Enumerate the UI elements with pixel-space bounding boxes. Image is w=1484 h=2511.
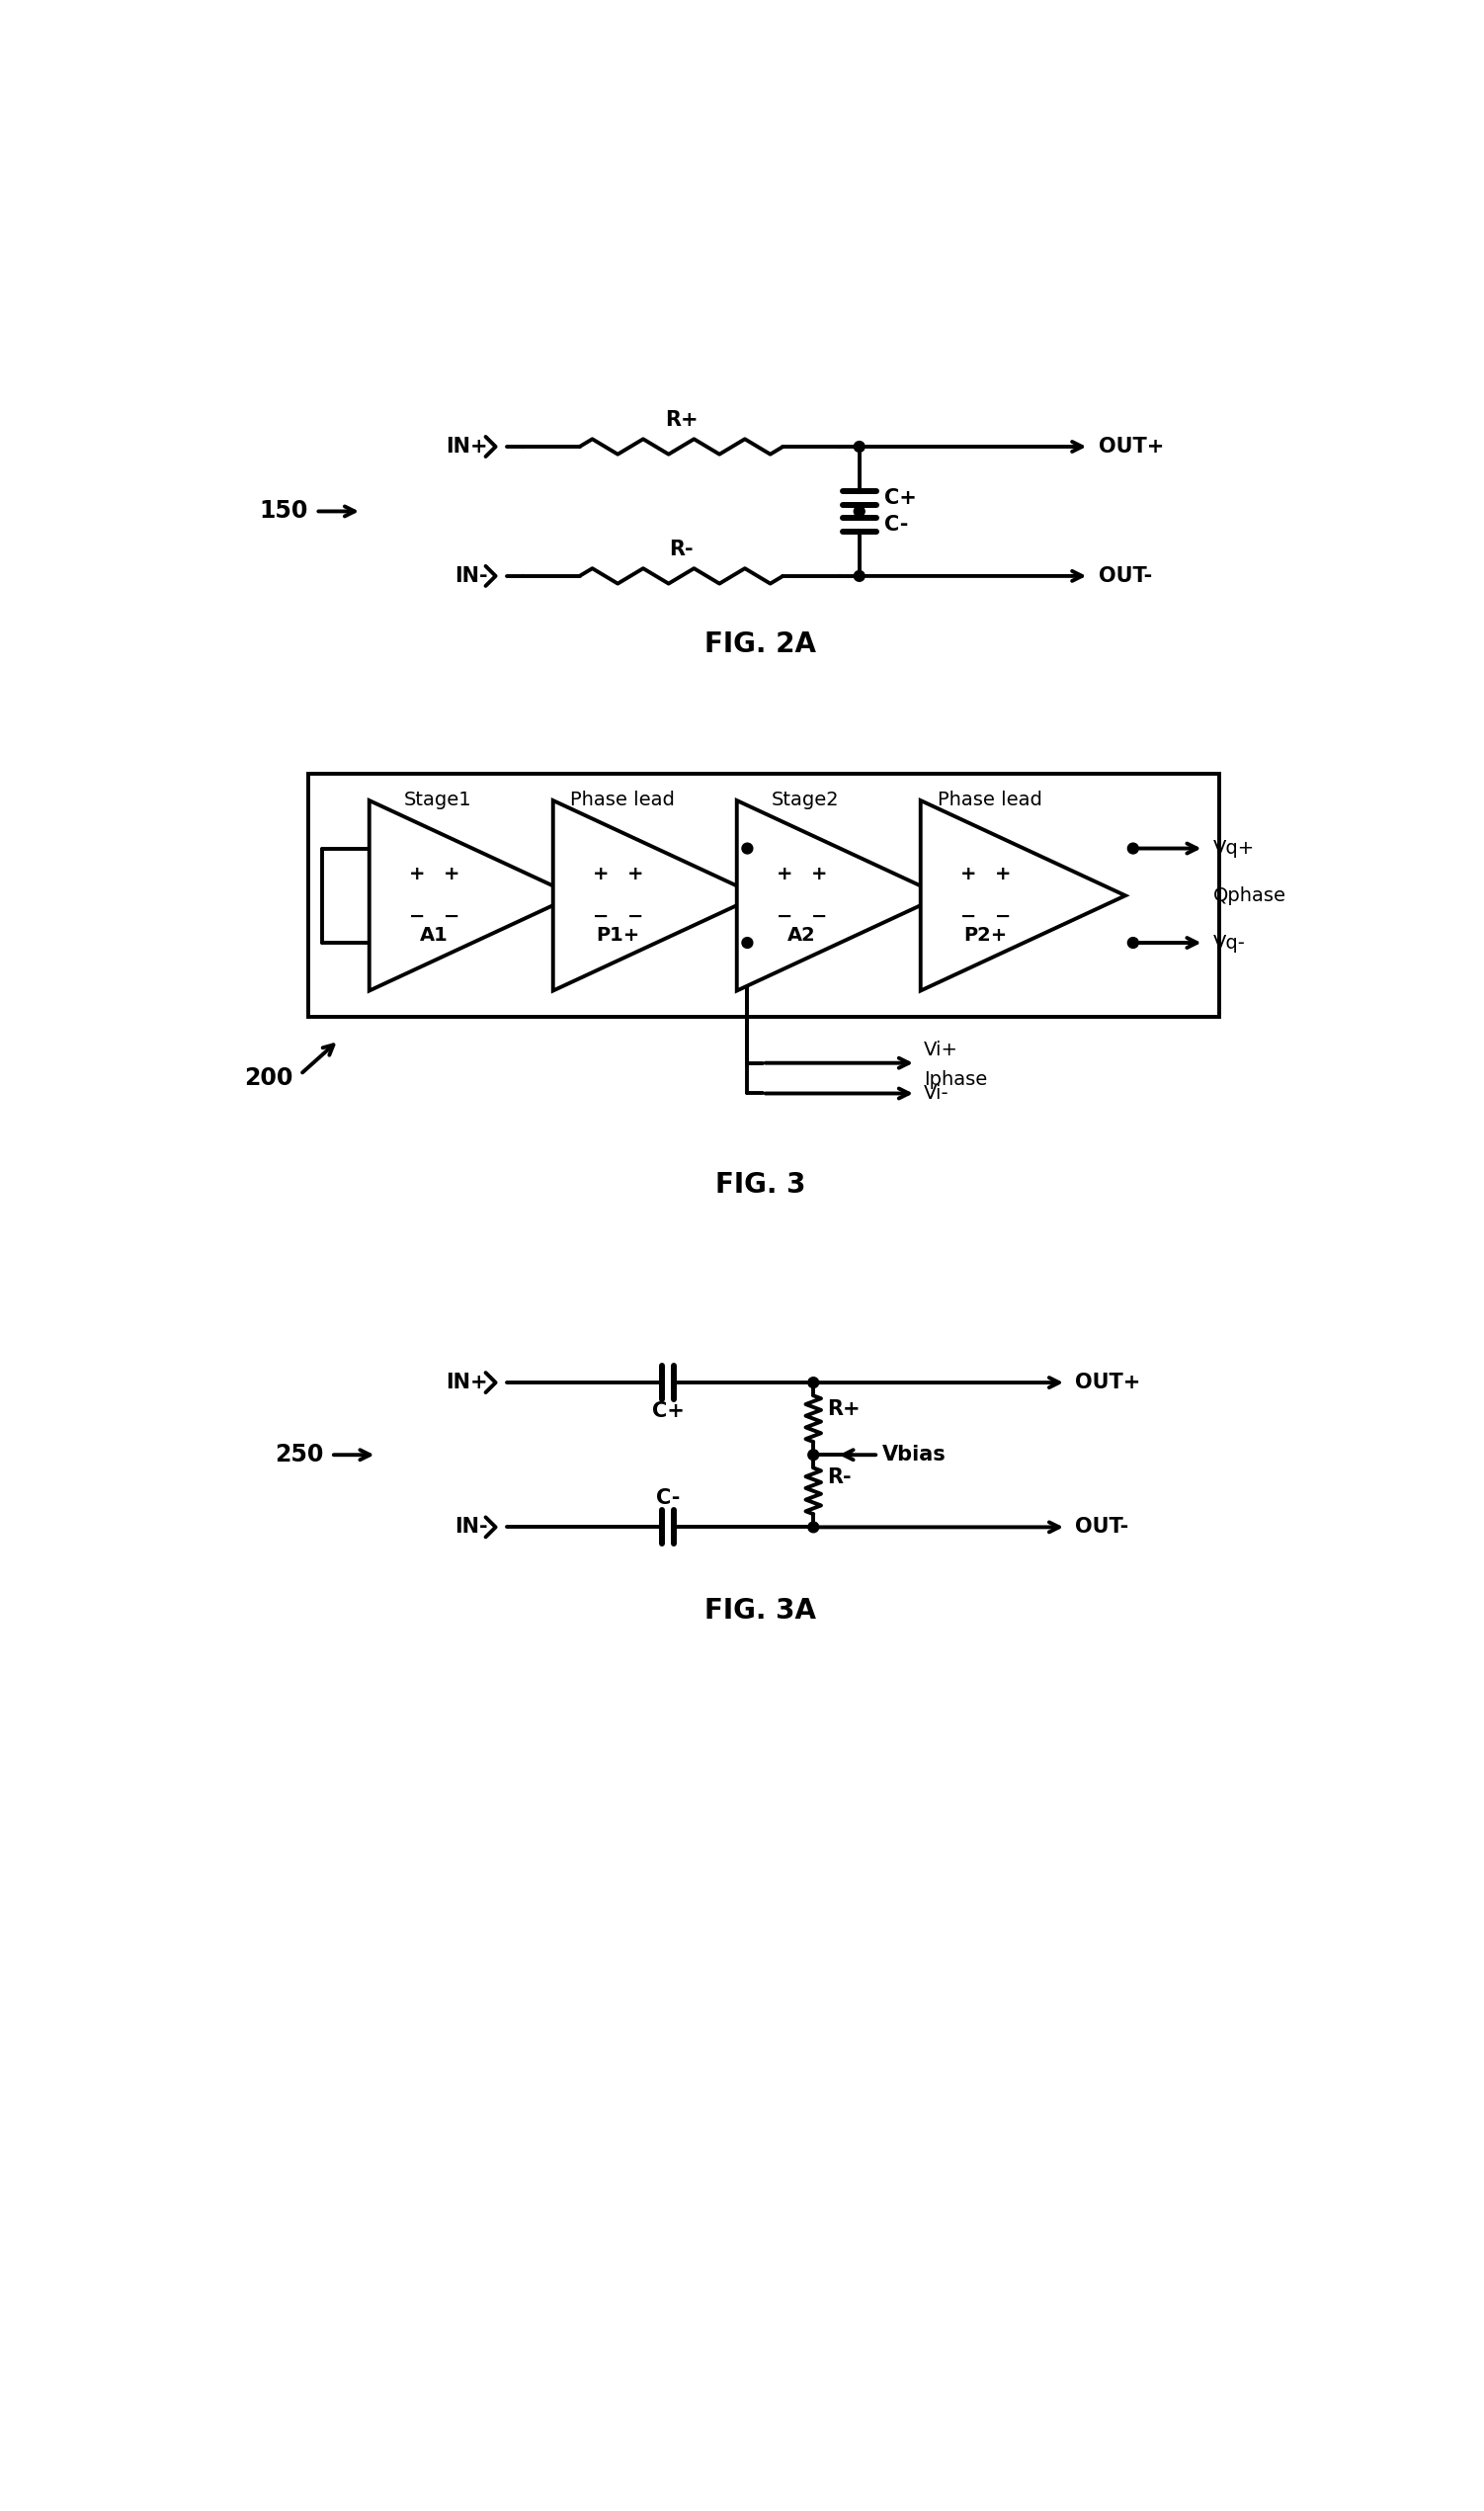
Text: +: +	[996, 864, 1012, 884]
Text: Vi+: Vi+	[923, 1040, 959, 1060]
Text: −: −	[444, 906, 460, 927]
Text: A1: A1	[420, 927, 448, 944]
Text: Iphase: Iphase	[923, 1070, 987, 1090]
Text: Phase lead: Phase lead	[938, 791, 1042, 809]
Circle shape	[1128, 844, 1138, 854]
Text: 200: 200	[243, 1067, 292, 1090]
Text: FIG. 3A: FIG. 3A	[705, 1597, 816, 1625]
Text: Stage1: Stage1	[404, 791, 472, 809]
Polygon shape	[370, 801, 574, 992]
Text: C+: C+	[884, 487, 916, 507]
Text: C+: C+	[651, 1401, 684, 1421]
Circle shape	[742, 937, 752, 949]
Text: R-: R-	[669, 540, 693, 560]
Circle shape	[853, 507, 865, 517]
Text: FIG. 3: FIG. 3	[715, 1170, 806, 1198]
Polygon shape	[554, 801, 758, 992]
Polygon shape	[738, 801, 942, 992]
Text: −: −	[776, 906, 792, 927]
Text: P1+: P1+	[597, 927, 640, 944]
Text: IN-: IN-	[454, 565, 488, 585]
Text: 150: 150	[260, 500, 309, 522]
Text: +: +	[628, 864, 644, 884]
Text: P2+: P2+	[963, 927, 1008, 944]
Circle shape	[807, 1522, 819, 1532]
Text: IN+: IN+	[445, 1374, 488, 1394]
Text: −: −	[408, 906, 424, 927]
Text: IN+: IN+	[445, 437, 488, 457]
Text: +: +	[444, 864, 460, 884]
Text: −: −	[996, 906, 1012, 927]
Text: OUT-: OUT-	[1098, 565, 1152, 585]
Text: R+: R+	[665, 409, 697, 429]
Text: Stage2: Stage2	[772, 791, 840, 809]
Text: IN-: IN-	[454, 1517, 488, 1537]
Text: −: −	[960, 906, 976, 927]
Text: C-: C-	[884, 515, 908, 535]
Text: +: +	[592, 864, 608, 884]
Circle shape	[742, 844, 752, 854]
Text: OUT+: OUT+	[1076, 1374, 1141, 1394]
Text: +: +	[960, 864, 976, 884]
Text: Vq+: Vq+	[1212, 839, 1255, 859]
Text: OUT+: OUT+	[1098, 437, 1163, 457]
Text: −: −	[628, 906, 644, 927]
Text: Vbias: Vbias	[883, 1444, 947, 1464]
Polygon shape	[920, 801, 1125, 992]
Text: FIG. 2A: FIG. 2A	[705, 630, 816, 658]
Text: R-: R-	[827, 1469, 852, 1487]
Bar	[309, 773, 1220, 1017]
Text: R+: R+	[827, 1399, 861, 1419]
Text: +: +	[812, 864, 828, 884]
Text: Vq-: Vq-	[1212, 934, 1245, 952]
Text: Phase lead: Phase lead	[570, 791, 674, 809]
Text: +: +	[408, 864, 424, 884]
Text: 250: 250	[275, 1444, 324, 1466]
Circle shape	[1128, 937, 1138, 949]
Text: Qphase: Qphase	[1212, 886, 1287, 904]
Text: A2: A2	[788, 927, 816, 944]
Text: −: −	[592, 906, 608, 927]
Text: C-: C-	[656, 1489, 680, 1509]
Circle shape	[853, 570, 865, 583]
Circle shape	[807, 1449, 819, 1461]
Text: OUT-: OUT-	[1076, 1517, 1129, 1537]
Text: −: −	[812, 906, 828, 927]
Text: Vi-: Vi-	[923, 1085, 948, 1102]
Text: +: +	[776, 864, 792, 884]
Circle shape	[853, 442, 865, 452]
Circle shape	[807, 1376, 819, 1389]
